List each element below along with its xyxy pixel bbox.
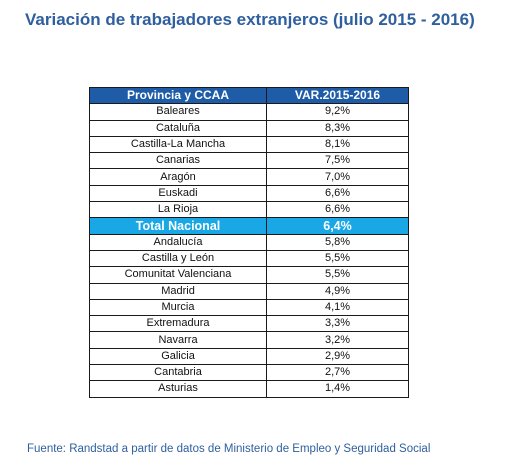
table-header-row: Provincia y CCAA VAR.2015-2016: [89, 86, 409, 105]
cell-region: Euskadi: [89, 184, 267, 203]
table-row: Madrid 4,9%: [89, 282, 409, 300]
cell-variation: 5,8%: [266, 233, 409, 251]
cell-variation: 7,5%: [266, 152, 409, 170]
header-region: Provincia y CCAA: [89, 86, 267, 105]
table-row: Cantabria 2,7%: [89, 364, 409, 382]
regional-variation-table: Provincia y CCAA VAR.2015-2016 Baleares …: [89, 86, 409, 398]
cell-region: Cataluña: [89, 119, 267, 137]
cell-variation: 4,1%: [266, 298, 409, 317]
cell-variation: 8,1%: [266, 135, 409, 154]
cell-region: Madrid: [89, 282, 267, 300]
table-row: Comunitat Valenciana 5,5%: [89, 266, 409, 284]
cell-variation: 4,9%: [266, 282, 409, 300]
table-row: Murcia 4,1%: [89, 298, 409, 317]
table-row: Extremadura 3,3%: [89, 315, 409, 333]
cell-region: Comunitat Valenciana: [89, 266, 267, 284]
cell-variation: 7,0%: [266, 168, 409, 186]
table-row: Navarra 3,2%: [89, 331, 409, 349]
table-row: Cataluña 8,3%: [89, 119, 409, 137]
cell-variation: 3,2%: [266, 331, 409, 349]
cell-region: Navarra: [89, 331, 267, 349]
cell-region: Andalucía: [89, 233, 267, 251]
table-row: Canarias 7,5%: [89, 152, 409, 170]
cell-region: Murcia: [89, 298, 267, 317]
cell-region: Canarias: [89, 152, 267, 170]
cell-variation: 2,9%: [266, 347, 409, 366]
cell-variation: 5,5%: [266, 266, 409, 284]
cell-region: Asturias: [89, 380, 267, 398]
source-note: Fuente: Randstad a partir de datos de Mi…: [27, 443, 431, 455]
total-national-row: Total Nacional 6,4%: [89, 217, 409, 235]
table-row: Castilla y León 5,5%: [89, 249, 409, 268]
cell-region: La Rioja: [89, 201, 267, 219]
cell-variation: 8,3%: [266, 119, 409, 137]
cell-region: Total Nacional: [89, 217, 267, 235]
table-row: Andalucía 5,8%: [89, 233, 409, 251]
cell-region: Baleares: [89, 103, 267, 121]
cell-region: Extremadura: [89, 315, 267, 333]
cell-region: Castilla y León: [89, 249, 267, 268]
cell-region: Galicia: [89, 347, 267, 366]
cell-region: Castilla-La Mancha: [89, 135, 267, 154]
cell-region: Aragón: [89, 168, 267, 186]
table-row: Euskadi 6,6%: [89, 184, 409, 203]
cell-variation: 2,7%: [266, 364, 409, 382]
table-row: Castilla-La Mancha 8,1%: [89, 135, 409, 154]
table-row: Baleares 9,2%: [89, 103, 409, 121]
table-row: Galicia 2,9%: [89, 347, 409, 366]
table-row: Asturias 1,4%: [89, 380, 409, 398]
cell-variation: 6,6%: [266, 184, 409, 203]
header-variation: VAR.2015-2016: [266, 86, 409, 105]
cell-region: Cantabria: [89, 364, 267, 382]
cell-variation: 6,4%: [266, 217, 409, 235]
table-row: La Rioja 6,6%: [89, 201, 409, 219]
page-title: Variación de trabajadores extranjeros (j…: [25, 10, 475, 29]
table-row: Aragón 7,0%: [89, 168, 409, 186]
cell-variation: 5,5%: [266, 249, 409, 268]
cell-variation: 1,4%: [266, 380, 409, 398]
cell-variation: 3,3%: [266, 315, 409, 333]
cell-variation: 6,6%: [266, 201, 409, 219]
cell-variation: 9,2%: [266, 103, 409, 121]
